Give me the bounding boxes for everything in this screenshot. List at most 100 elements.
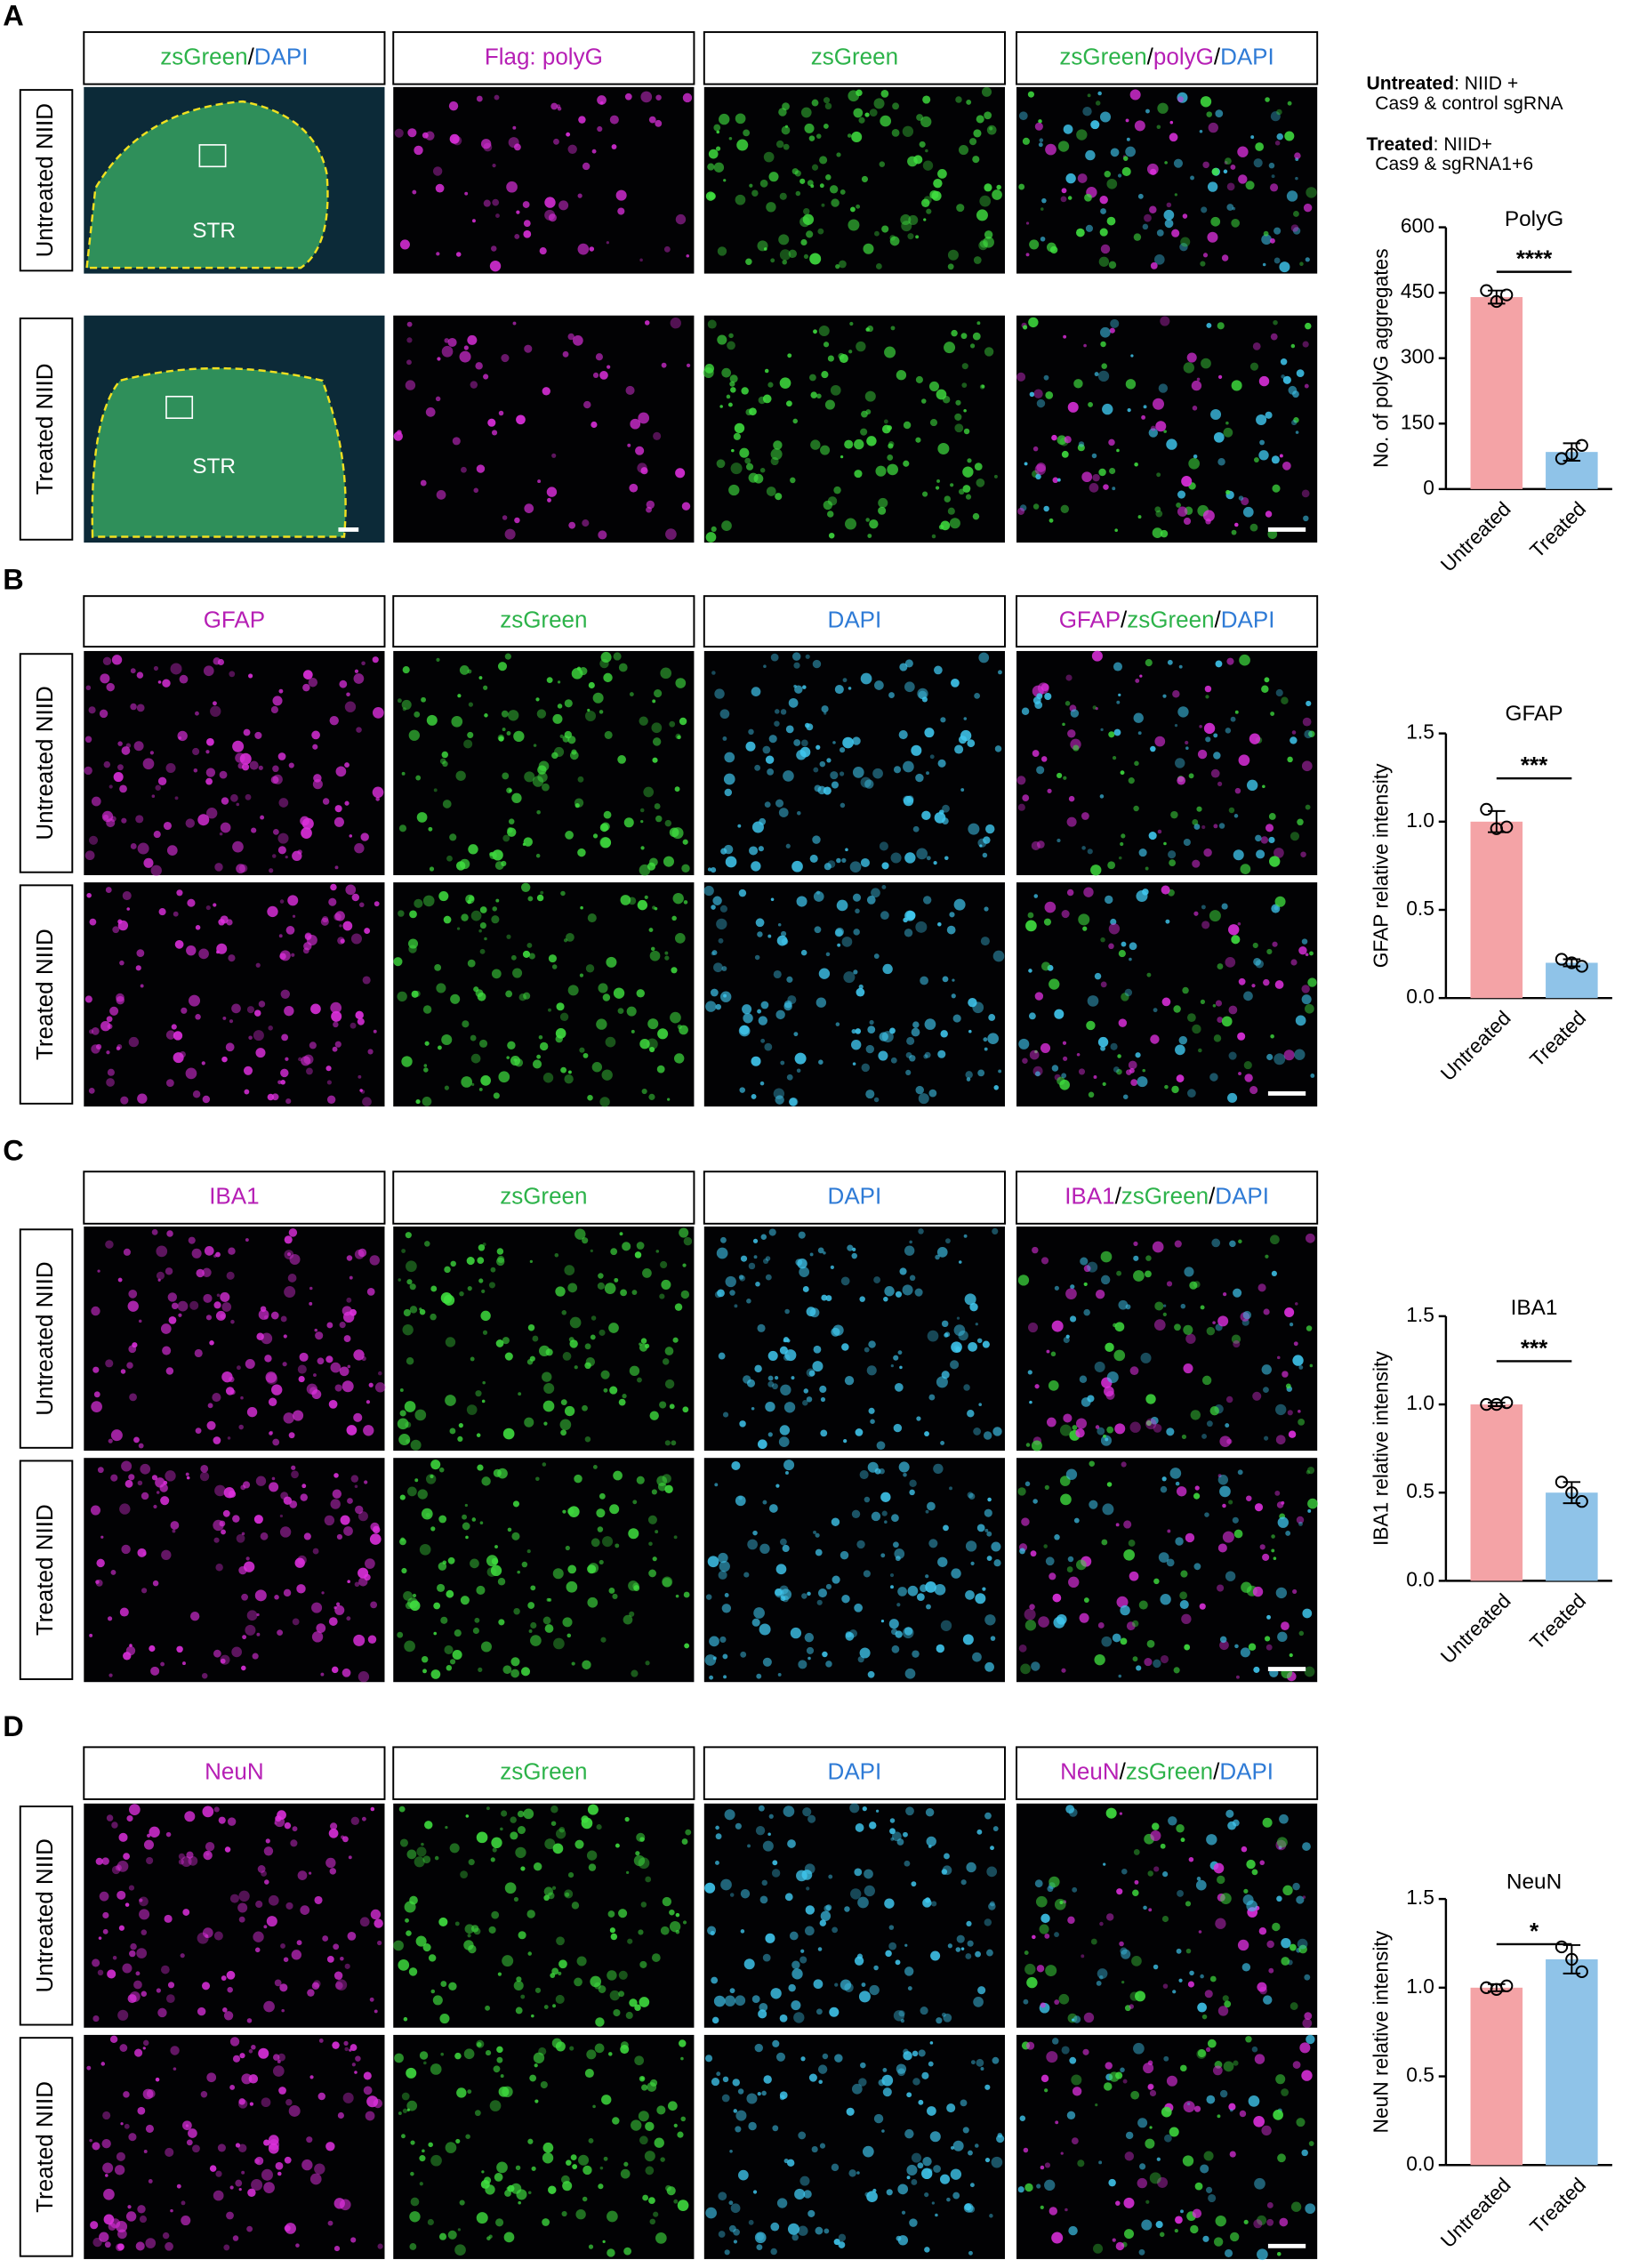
cell-signal xyxy=(160,1661,165,1667)
cell-signal xyxy=(976,1829,983,1835)
cell-signal xyxy=(896,370,907,381)
cell-signal xyxy=(277,2171,282,2176)
cell-signal xyxy=(1083,887,1094,897)
cell-signal xyxy=(1302,341,1309,348)
cell-signal xyxy=(585,1357,596,1367)
cell-signal xyxy=(1289,1653,1293,1658)
micrograph xyxy=(703,882,1005,1107)
cell-signal xyxy=(1025,920,1037,932)
cell-signal xyxy=(128,1885,135,1891)
cell-signal xyxy=(506,2186,510,2191)
cell-signal xyxy=(1055,2120,1059,2125)
cell-signal xyxy=(1307,977,1317,987)
cell-signal xyxy=(1185,740,1189,745)
cell-signal xyxy=(723,844,734,855)
cell-signal xyxy=(1083,1265,1091,1273)
cell-signal xyxy=(546,1597,550,1602)
cell-signal xyxy=(598,530,607,540)
cell-signal xyxy=(488,1926,496,1934)
cell-signal xyxy=(806,1886,810,1891)
cell-signal xyxy=(572,2164,578,2169)
header-part: GFAP xyxy=(1059,606,1121,632)
cell-signal xyxy=(1147,2083,1154,2090)
cell-signal xyxy=(1163,430,1167,433)
row-label: Untreated NIID xyxy=(31,103,58,257)
cell-signal xyxy=(470,1356,475,1362)
cell-signal xyxy=(1120,2067,1125,2073)
significance-label: *** xyxy=(1521,1334,1548,1361)
cell-signal xyxy=(933,1463,944,1475)
cell-signal xyxy=(512,125,517,130)
cell-signal xyxy=(221,1529,226,1535)
cell-signal xyxy=(873,1965,879,1971)
cell-signal xyxy=(1034,1879,1043,1888)
cell-signal xyxy=(157,2007,167,2018)
cell-signal xyxy=(783,1354,791,1362)
header-part: IBA1 xyxy=(1065,1182,1114,1209)
cell-signal xyxy=(1153,1578,1160,1585)
micrograph: STR xyxy=(84,315,385,543)
cell-signal xyxy=(933,2165,941,2173)
cell-signal xyxy=(1208,122,1218,133)
cell-signal xyxy=(625,385,635,396)
cell-signal xyxy=(428,2142,433,2148)
cell-signal xyxy=(153,831,161,839)
cell-signal xyxy=(440,1981,447,1987)
cell-signal xyxy=(1272,484,1281,493)
cell-signal xyxy=(1227,1821,1236,1830)
cell-signal xyxy=(220,1658,226,1664)
cell-signal xyxy=(474,1617,480,1623)
cell-signal xyxy=(965,1071,973,1079)
cell-signal xyxy=(542,2152,554,2164)
cell-signal xyxy=(1289,1943,1297,1951)
cell-signal xyxy=(367,1049,374,1055)
cell-signal xyxy=(1240,864,1251,874)
cell-signal xyxy=(670,318,681,329)
cell-signal xyxy=(467,731,474,738)
column-header: NeuN/zsGreen/DAPI xyxy=(1060,1758,1273,1785)
cell-signal xyxy=(867,1025,876,1034)
cell-signal xyxy=(149,1826,160,1838)
column-header: Flag: polyG xyxy=(485,43,603,69)
cell-signal xyxy=(1199,725,1202,728)
cell-signal xyxy=(783,1000,792,1009)
cell-signal xyxy=(218,919,225,926)
cell-signal xyxy=(592,1465,598,1469)
cell-signal xyxy=(412,189,417,195)
cell-signal xyxy=(302,683,310,692)
cell-signal xyxy=(213,1931,223,1941)
cell-signal xyxy=(1113,1349,1126,1362)
cell-signal xyxy=(943,2013,952,2023)
micrograph xyxy=(1016,650,1318,876)
cell-signal xyxy=(102,2111,111,2120)
micrograph xyxy=(1016,1458,1318,1683)
cell-signal xyxy=(229,671,236,678)
cell-signal xyxy=(1066,2111,1076,2120)
cell-signal xyxy=(915,773,924,783)
cell-signal xyxy=(915,235,920,239)
cell-signal xyxy=(1177,506,1188,517)
cell-signal xyxy=(1134,120,1145,132)
cell-signal xyxy=(313,1373,317,1377)
cell-signal xyxy=(490,1267,496,1273)
micrograph xyxy=(84,1803,385,2028)
cell-signal xyxy=(102,2162,114,2174)
cell-signal xyxy=(497,662,508,672)
cell-signal xyxy=(369,1255,380,1266)
cell-signal xyxy=(720,991,732,1002)
cell-signal xyxy=(627,1938,633,1944)
cell-signal xyxy=(220,822,231,833)
cell-signal xyxy=(898,2010,905,2017)
cell-signal xyxy=(1270,1033,1274,1039)
cell-signal xyxy=(1233,814,1239,818)
cell-signal xyxy=(1304,383,1309,389)
cell-signal xyxy=(770,2222,780,2232)
cell-signal xyxy=(444,1266,451,1274)
cell-signal xyxy=(141,1588,148,1594)
cell-signal xyxy=(890,1585,894,1589)
cell-signal xyxy=(924,1431,929,1436)
cell-signal xyxy=(884,346,896,358)
cell-signal xyxy=(1095,1425,1100,1429)
cell-signal xyxy=(258,765,263,770)
cell-signal xyxy=(923,196,932,205)
